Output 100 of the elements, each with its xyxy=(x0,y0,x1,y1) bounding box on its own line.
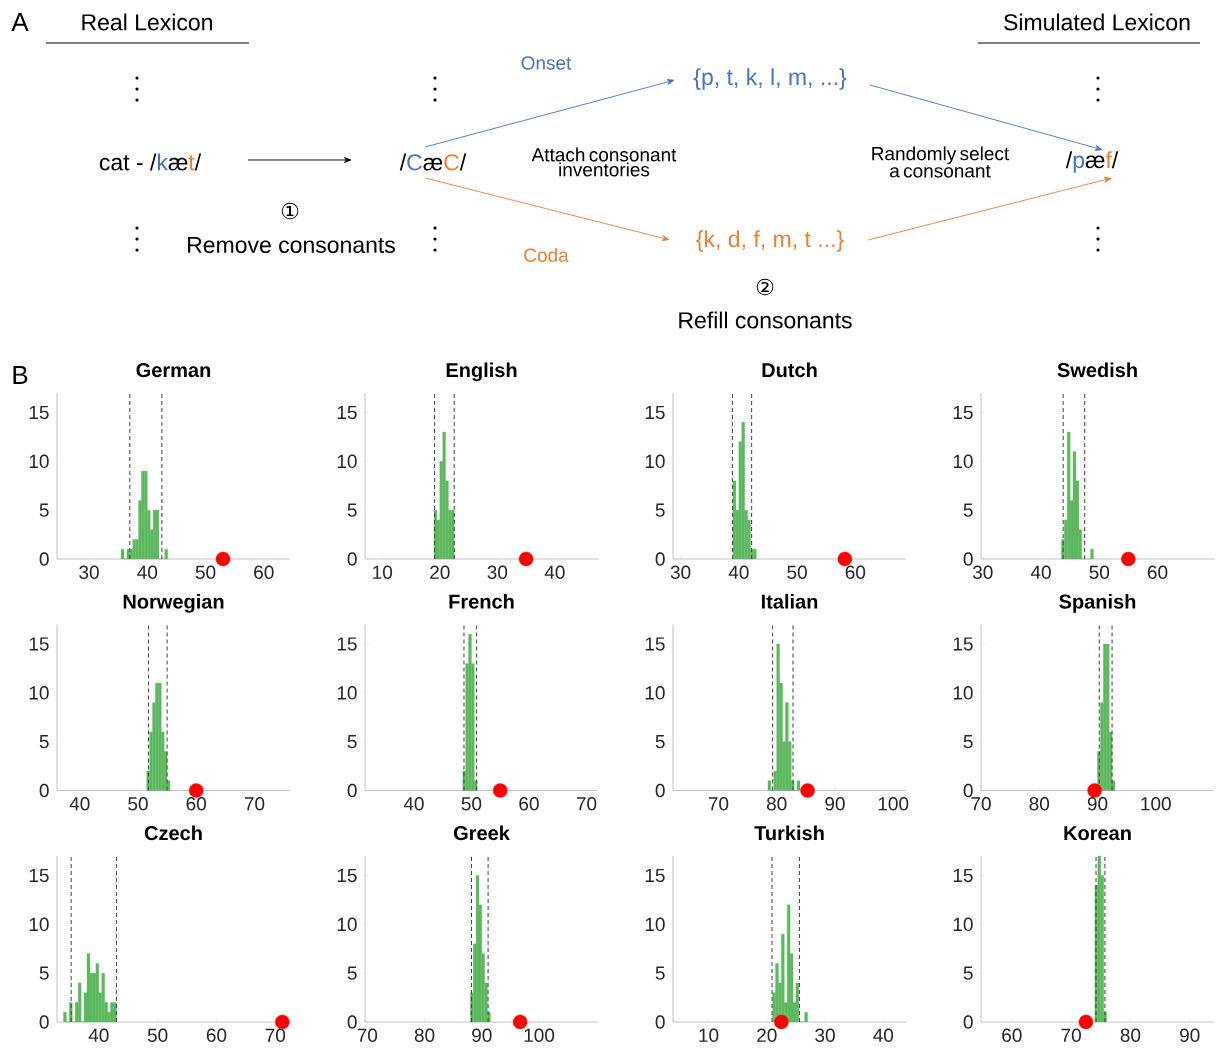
y-tick-label: 0 xyxy=(963,783,973,798)
x-tick-label: 30 xyxy=(670,565,691,579)
x-tick-label: 100 xyxy=(878,797,909,811)
y-tick-label: 5 xyxy=(347,735,357,749)
text: Simulated Lexicon xyxy=(1004,13,1190,31)
x-tick-label: 60 xyxy=(519,797,539,811)
text: {k, d, f, m, t ...} xyxy=(696,230,844,252)
x-tick-label: 40 xyxy=(137,565,158,579)
text: æ xyxy=(423,157,443,171)
text: p xyxy=(1073,155,1085,173)
text: ① xyxy=(281,202,299,220)
text: B xyxy=(13,366,28,384)
y-tick-label: 5 xyxy=(347,966,357,980)
chart-title: English xyxy=(446,362,517,382)
chart-title: Swedish xyxy=(1057,362,1137,378)
chart-title: Italian xyxy=(761,594,818,609)
x-tick-label: 40 xyxy=(728,565,749,579)
y-tick-label: 0 xyxy=(963,1015,973,1029)
chart-title: Greek xyxy=(453,825,510,841)
chart-title: Norwegian xyxy=(123,594,224,613)
text: {p, t, k, l, m, ...} xyxy=(693,68,847,90)
x-tick-label: 70 xyxy=(971,797,991,811)
text: Real Lexicon xyxy=(82,13,212,31)
x-tick-label: 90 xyxy=(825,797,845,811)
y-tick-label: 10 xyxy=(29,917,49,932)
x-tick-label: 70 xyxy=(244,797,265,811)
y-tick-label: 10 xyxy=(645,917,665,932)
x-tick-label: 10 xyxy=(373,565,393,579)
x-tick-label: 40 xyxy=(544,565,565,579)
y-tick-label: 10 xyxy=(337,686,357,700)
x-tick-label: 70 xyxy=(1061,1028,1081,1042)
y-tick-label: 0 xyxy=(655,1015,665,1029)
y-tick-label: 5 xyxy=(39,503,49,517)
x-tick-label: 50 xyxy=(1089,565,1110,579)
x-tick-label: 60 xyxy=(254,565,274,579)
x-tick-label: 30 xyxy=(79,565,99,579)
text: Coda xyxy=(524,248,569,262)
chart-title: Korean xyxy=(1064,826,1131,841)
y-tick-label: 0 xyxy=(963,552,973,566)
y-tick-label: 5 xyxy=(347,503,357,517)
x-tick-label: 90 xyxy=(1180,1028,1200,1042)
text: Randomly select a consonant xyxy=(872,146,1010,178)
y-tick-label: 15 xyxy=(337,637,357,651)
text: t xyxy=(188,155,195,171)
y-tick-label: 0 xyxy=(39,1015,49,1029)
text: Remove consonants xyxy=(188,236,395,254)
y-tick-label: 15 xyxy=(645,637,665,651)
y-tick-label: 5 xyxy=(655,503,665,517)
y-tick-label: 10 xyxy=(953,917,973,932)
y-tick-label: 5 xyxy=(963,503,973,517)
y-tick-label: 15 xyxy=(645,868,665,883)
text: C xyxy=(444,154,459,171)
x-tick-label: 20 xyxy=(430,565,450,579)
x-tick-label: 40 xyxy=(1030,565,1051,579)
text: / xyxy=(459,153,467,171)
text: / xyxy=(399,153,407,171)
text: C xyxy=(407,154,422,171)
y-tick-label: 0 xyxy=(347,1015,357,1029)
x-tick-label: 70 xyxy=(576,797,597,811)
y-tick-label: 10 xyxy=(337,917,357,932)
x-tick-label: 40 xyxy=(403,797,424,811)
x-tick-label: 90 xyxy=(1087,797,1108,811)
x-tick-label: 70 xyxy=(708,797,729,811)
x-tick-label: 50 xyxy=(787,565,807,579)
y-tick-label: 5 xyxy=(39,966,49,980)
y-tick-label: 0 xyxy=(655,783,665,798)
x-tick-label: 50 xyxy=(147,1028,168,1042)
y-tick-label: 5 xyxy=(963,966,973,980)
y-tick-label: 15 xyxy=(29,405,49,420)
x-tick-label: 80 xyxy=(1120,1028,1141,1042)
x-tick-label: 70 xyxy=(265,1028,286,1042)
text: cat - / xyxy=(99,153,157,171)
x-tick-label: 60 xyxy=(1002,1028,1022,1042)
y-tick-label: 5 xyxy=(655,735,665,749)
text: k xyxy=(157,153,168,171)
text: f xyxy=(1105,151,1112,168)
x-tick-label: 80 xyxy=(414,1028,435,1042)
y-tick-label: 15 xyxy=(645,405,665,420)
y-tick-label: 0 xyxy=(655,552,665,566)
x-tick-label: 100 xyxy=(524,1028,555,1042)
x-tick-label: 80 xyxy=(766,797,787,811)
text: æ xyxy=(1085,155,1105,169)
y-tick-label: 0 xyxy=(347,552,357,566)
y-tick-label: 15 xyxy=(953,868,973,883)
x-tick-label: 60 xyxy=(845,565,866,579)
text: ② xyxy=(756,278,774,296)
chart-title: Dutch xyxy=(762,362,817,378)
text: / xyxy=(1111,151,1119,169)
y-tick-label: 0 xyxy=(39,783,49,798)
x-tick-label: 40 xyxy=(88,1028,109,1042)
text: A xyxy=(11,13,29,31)
x-tick-label: 40 xyxy=(873,1028,894,1042)
y-tick-label: 15 xyxy=(337,868,357,883)
y-tick-label: 10 xyxy=(29,686,49,700)
x-tick-label: 10 xyxy=(699,1028,719,1042)
y-tick-label: 5 xyxy=(39,735,49,749)
x-tick-label: 60 xyxy=(1147,565,1168,579)
chart-title: French xyxy=(449,594,514,609)
chart-title: Turkish xyxy=(754,825,824,841)
text: Onset xyxy=(521,56,572,70)
